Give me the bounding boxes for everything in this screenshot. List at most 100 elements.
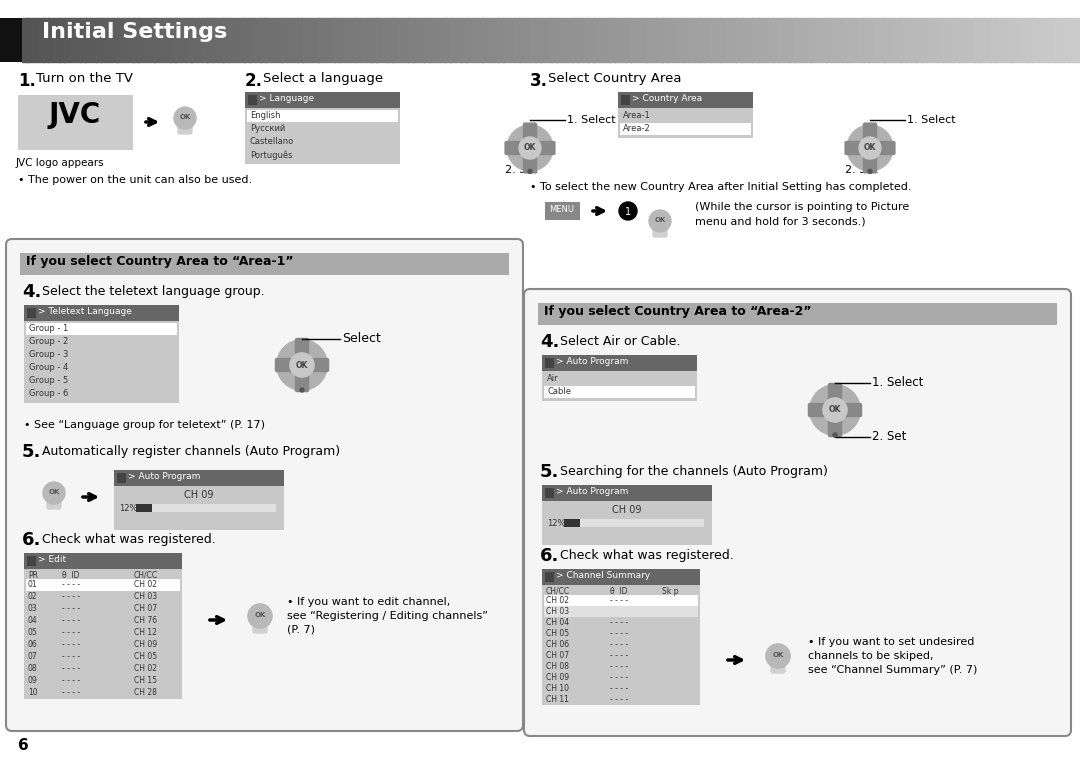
- Bar: [542, 569, 700, 585]
- Bar: [731, 18, 737, 62]
- Bar: [958, 18, 964, 62]
- Text: - - - -: - - - -: [610, 695, 629, 704]
- Text: 1. Select: 1. Select: [872, 375, 923, 389]
- Text: • To select the new Country Area after Initial Setting has completed.: • To select the new Country Area after I…: [530, 182, 912, 192]
- Text: CH 05: CH 05: [134, 652, 157, 661]
- FancyBboxPatch shape: [846, 142, 862, 154]
- Bar: [921, 18, 927, 62]
- Text: CH/CC: CH/CC: [546, 587, 570, 596]
- Text: Castellano: Castellano: [249, 137, 294, 146]
- Bar: [567, 18, 572, 62]
- Bar: [114, 486, 284, 530]
- Text: OK: OK: [179, 114, 191, 120]
- Text: • If you want to set undesired: • If you want to set undesired: [808, 637, 974, 647]
- Bar: [525, 18, 530, 62]
- Bar: [27, 556, 36, 566]
- Bar: [249, 18, 255, 62]
- Text: Português: Português: [249, 150, 293, 160]
- Text: CH 15: CH 15: [134, 676, 157, 685]
- Bar: [737, 18, 742, 62]
- Bar: [953, 18, 959, 62]
- Bar: [863, 18, 869, 62]
- Bar: [937, 18, 943, 62]
- FancyBboxPatch shape: [296, 339, 309, 355]
- Bar: [564, 519, 580, 527]
- Bar: [551, 18, 557, 62]
- Bar: [789, 18, 795, 62]
- Text: - - - -: - - - -: [62, 580, 80, 589]
- Text: CH 28: CH 28: [134, 688, 157, 697]
- Bar: [699, 18, 705, 62]
- Bar: [545, 18, 552, 62]
- Bar: [355, 18, 361, 62]
- Bar: [117, 473, 126, 483]
- Bar: [815, 18, 821, 62]
- Bar: [963, 18, 970, 62]
- Circle shape: [248, 604, 272, 628]
- Text: see “Registering / Editing channels”: see “Registering / Editing channels”: [287, 611, 488, 621]
- Bar: [154, 18, 160, 62]
- FancyBboxPatch shape: [311, 358, 328, 371]
- FancyBboxPatch shape: [505, 142, 522, 154]
- Bar: [202, 18, 207, 62]
- Bar: [171, 18, 176, 62]
- Text: - - - -: - - - -: [62, 604, 80, 613]
- Bar: [271, 18, 276, 62]
- Bar: [248, 95, 257, 105]
- Bar: [377, 18, 382, 62]
- Text: Group - 3: Group - 3: [29, 350, 68, 359]
- Bar: [392, 18, 399, 62]
- Bar: [255, 18, 260, 62]
- Text: CH 09: CH 09: [546, 673, 569, 682]
- Bar: [990, 18, 996, 62]
- Bar: [885, 18, 890, 62]
- Bar: [245, 108, 400, 164]
- Text: JVC: JVC: [49, 101, 102, 129]
- Bar: [715, 18, 720, 62]
- Text: OK: OK: [254, 612, 266, 618]
- FancyBboxPatch shape: [653, 221, 667, 237]
- Bar: [618, 92, 753, 108]
- Bar: [879, 18, 885, 62]
- Bar: [874, 18, 879, 62]
- Bar: [419, 18, 424, 62]
- Text: 2.: 2.: [245, 72, 264, 90]
- Bar: [286, 18, 293, 62]
- Bar: [1005, 18, 1012, 62]
- Text: Searching for the channels (Auto Program): Searching for the channels (Auto Program…: [561, 465, 828, 478]
- Bar: [175, 18, 181, 62]
- Bar: [604, 18, 610, 62]
- Text: (P. 7): (P. 7): [287, 625, 315, 635]
- Bar: [403, 18, 408, 62]
- Circle shape: [619, 202, 637, 220]
- Bar: [224, 18, 229, 62]
- Bar: [498, 18, 504, 62]
- Bar: [689, 18, 694, 62]
- Bar: [313, 18, 319, 62]
- Bar: [996, 18, 1001, 62]
- Bar: [542, 485, 712, 501]
- Text: 1.: 1.: [18, 72, 36, 90]
- FancyBboxPatch shape: [524, 289, 1071, 736]
- FancyBboxPatch shape: [828, 419, 841, 437]
- FancyBboxPatch shape: [524, 156, 537, 173]
- Bar: [678, 18, 684, 62]
- Bar: [467, 18, 472, 62]
- Text: - - - -: - - - -: [62, 640, 80, 649]
- Bar: [540, 18, 546, 62]
- Text: > Channel Summary: > Channel Summary: [556, 571, 650, 580]
- Bar: [397, 18, 404, 62]
- Text: If you select Country Area to “Area-2”: If you select Country Area to “Area-2”: [544, 305, 811, 318]
- Bar: [102, 18, 107, 62]
- FancyBboxPatch shape: [48, 493, 60, 509]
- Bar: [651, 18, 658, 62]
- Text: PR: PR: [28, 571, 38, 580]
- Text: • The power on the unit can also be used.: • The power on the unit can also be used…: [18, 175, 252, 185]
- Bar: [281, 18, 287, 62]
- Text: θ  ID: θ ID: [62, 571, 80, 580]
- Text: - - - -: - - - -: [62, 628, 80, 637]
- Bar: [80, 18, 86, 62]
- FancyBboxPatch shape: [864, 123, 877, 140]
- Bar: [127, 18, 134, 62]
- Bar: [366, 18, 372, 62]
